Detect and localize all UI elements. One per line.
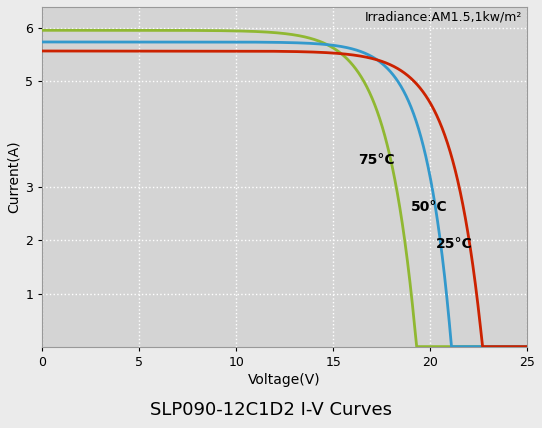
Text: Irradiance:AM1.5,1kw/m²: Irradiance:AM1.5,1kw/m² (365, 10, 522, 24)
Text: SLP090-12C1D2 I-V Curves: SLP090-12C1D2 I-V Curves (150, 401, 392, 419)
Text: 50°C: 50°C (411, 200, 447, 214)
Text: 25°C: 25°C (436, 238, 473, 251)
Y-axis label: Current(A): Current(A) (7, 140, 21, 213)
X-axis label: Voltage(V): Voltage(V) (248, 373, 321, 387)
Text: 75°C: 75°C (358, 152, 395, 166)
